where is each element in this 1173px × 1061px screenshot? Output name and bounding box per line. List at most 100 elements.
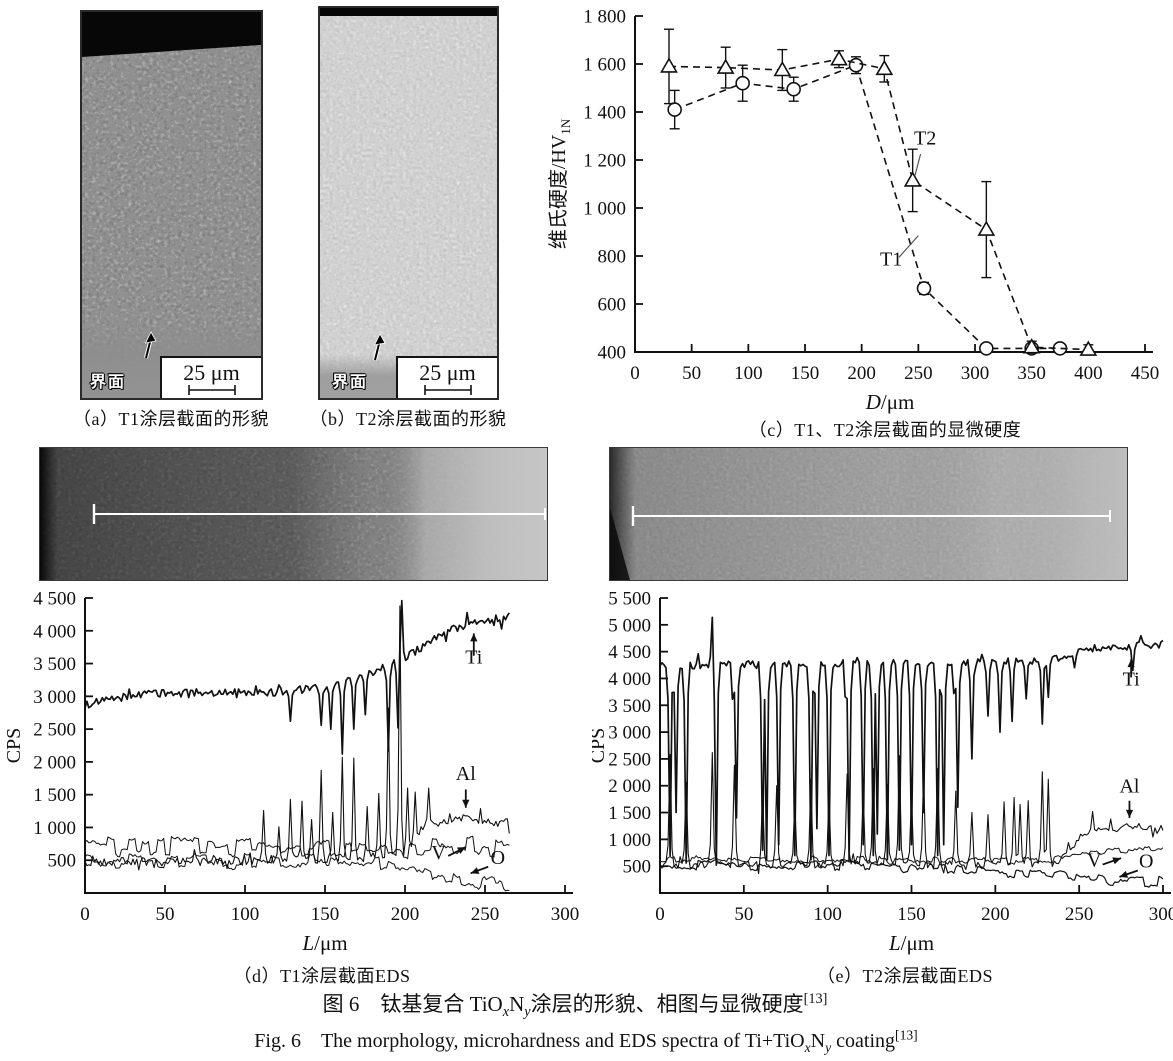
interface-label: 界面 bbox=[332, 374, 369, 391]
caption-panel-a: （a）T1涂层截面的形貌 bbox=[73, 409, 269, 429]
x-tick-label: 0 bbox=[80, 904, 90, 925]
label-O: O bbox=[1139, 850, 1153, 872]
y-axis-label: CPS bbox=[592, 728, 609, 764]
tick-marks bbox=[84, 597, 566, 893]
label-V: V bbox=[431, 842, 446, 864]
x-axis-label: D/μm bbox=[865, 390, 915, 414]
sem-texture-a bbox=[82, 12, 261, 398]
x-tick-label: 400 bbox=[1074, 363, 1103, 384]
label-V: V bbox=[1087, 850, 1102, 872]
y-tick-label: 4 500 bbox=[33, 589, 76, 610]
y-axis-label: 维氏硬度/HV1N bbox=[547, 118, 573, 249]
y-tick-label: 2 000 bbox=[608, 776, 651, 797]
y-tick-label: 1 500 bbox=[33, 785, 76, 806]
y-tick-label: 3 500 bbox=[33, 654, 76, 675]
scale-bar-label: 25 μm bbox=[183, 359, 240, 385]
tick-labels: 400 600 800 1 000 1 200 1 400 1 600 1 800 0 50 100… bbox=[583, 7, 1159, 385]
x-tick-label: 200 bbox=[847, 363, 876, 384]
annotation-T1: T1 bbox=[880, 249, 902, 271]
y-tick-label: 3 500 bbox=[608, 696, 651, 717]
y-tick-label: 4 000 bbox=[608, 669, 651, 690]
x-tick-label: 50 bbox=[682, 363, 701, 384]
y-tick-label: 1 800 bbox=[583, 7, 626, 28]
series-Al-line bbox=[84, 605, 510, 871]
x-tick-label: 200 bbox=[391, 904, 420, 925]
y-tick-label: 1 400 bbox=[583, 103, 626, 124]
series-O-line bbox=[84, 852, 510, 892]
x-tick-label: 150 bbox=[897, 904, 926, 925]
y-tick-label: 5 000 bbox=[608, 615, 651, 636]
axes bbox=[634, 16, 1153, 353]
y-tick-label: 800 bbox=[598, 247, 627, 268]
sem-dots-b bbox=[320, 8, 497, 398]
label-Al: Al bbox=[456, 763, 476, 785]
x-axis-label: L/μm bbox=[301, 931, 347, 955]
sem-texture-b bbox=[320, 8, 497, 398]
y-tick-label: 1 200 bbox=[583, 151, 626, 172]
x-tick-label: 450 bbox=[1131, 363, 1160, 384]
y-tick-label: 1 000 bbox=[608, 830, 651, 851]
y-tick-label: 500 bbox=[623, 857, 652, 878]
label-O: O bbox=[491, 847, 505, 869]
y-tick-label: 1 500 bbox=[608, 803, 651, 824]
mount-black-band-a bbox=[82, 12, 261, 57]
strip-texture-t1 bbox=[40, 448, 547, 580]
y-tick-label: 5 500 bbox=[608, 589, 651, 610]
x-tick-label: 50 bbox=[734, 904, 753, 925]
x-tick-label: 250 bbox=[904, 363, 933, 384]
x-tick-label: 0 bbox=[630, 363, 640, 384]
y-tick-label: 1 600 bbox=[583, 55, 626, 76]
x-tick-label: 300 bbox=[961, 363, 990, 384]
y-tick-label: 500 bbox=[48, 851, 77, 872]
strip-dark-corner bbox=[610, 508, 630, 580]
y-tick-label: 2 500 bbox=[33, 720, 76, 741]
series-T1-line bbox=[674, 64, 1060, 350]
x-tick-label: 100 bbox=[813, 904, 842, 925]
strip-shade-2 bbox=[610, 448, 1127, 580]
series-T1 bbox=[667, 56, 1068, 356]
caption-panel-c: （c）T1、T2涂层截面的显微硬度 bbox=[748, 420, 1022, 440]
x-tick-label: 100 bbox=[734, 363, 763, 384]
element-labels: Ti Al V O bbox=[431, 633, 505, 875]
series-Ti-line bbox=[84, 599, 511, 755]
y-tick-label: 4 000 bbox=[33, 621, 76, 642]
series-V-line bbox=[659, 846, 1164, 865]
series-T2 bbox=[660, 28, 1098, 356]
series-V-line bbox=[84, 835, 510, 860]
scale-bar-label: 25 μm bbox=[419, 359, 476, 385]
interface-arrow-icon bbox=[144, 331, 157, 359]
y-tick-label: 3 000 bbox=[33, 687, 76, 708]
scale-bar-a: 25 μm bbox=[160, 356, 261, 398]
y-tick-label: 600 bbox=[598, 295, 627, 316]
y-axis-label: CPS bbox=[3, 728, 25, 764]
error-bars-T2 bbox=[664, 28, 1094, 356]
x-tick-label: 150 bbox=[791, 363, 820, 384]
y-tick-label: 3 000 bbox=[608, 723, 651, 744]
label-Al: Al bbox=[1119, 776, 1139, 798]
y-tick-label: 1 000 bbox=[33, 818, 76, 839]
x-tick-label: 100 bbox=[231, 904, 260, 925]
x-tick-label: 300 bbox=[1149, 904, 1173, 925]
strip-texture-t2 bbox=[610, 448, 1127, 580]
series-O-line bbox=[659, 859, 1164, 888]
x-tick-label: 250 bbox=[1065, 904, 1094, 925]
microhardness-chart: 400 600 800 1 000 1 200 1 400 1 600 1 800 0 50 100… bbox=[547, 7, 1159, 415]
y-tick-label: 1 000 bbox=[583, 199, 626, 220]
line-scan-sem-strip-t2 bbox=[609, 447, 1128, 581]
caption-panel-e: （e）T2涂层截面EDS bbox=[817, 966, 993, 986]
x-tick-label: 250 bbox=[471, 904, 500, 925]
label-Ti: Ti bbox=[465, 647, 483, 669]
scale-bar-line-icon bbox=[187, 384, 236, 395]
y-tick-label: 4 500 bbox=[608, 642, 651, 663]
x-tick-label: 150 bbox=[311, 904, 340, 925]
scale-bar-line-icon bbox=[423, 384, 472, 395]
label-Ti: Ti bbox=[1123, 668, 1141, 690]
series-Ti-line bbox=[659, 616, 1164, 866]
sem-image-t1-cross-section: 界面 25 μm bbox=[80, 10, 263, 400]
series-T2-line bbox=[668, 58, 1089, 351]
line-scan-sem-strip-t1 bbox=[39, 447, 548, 581]
